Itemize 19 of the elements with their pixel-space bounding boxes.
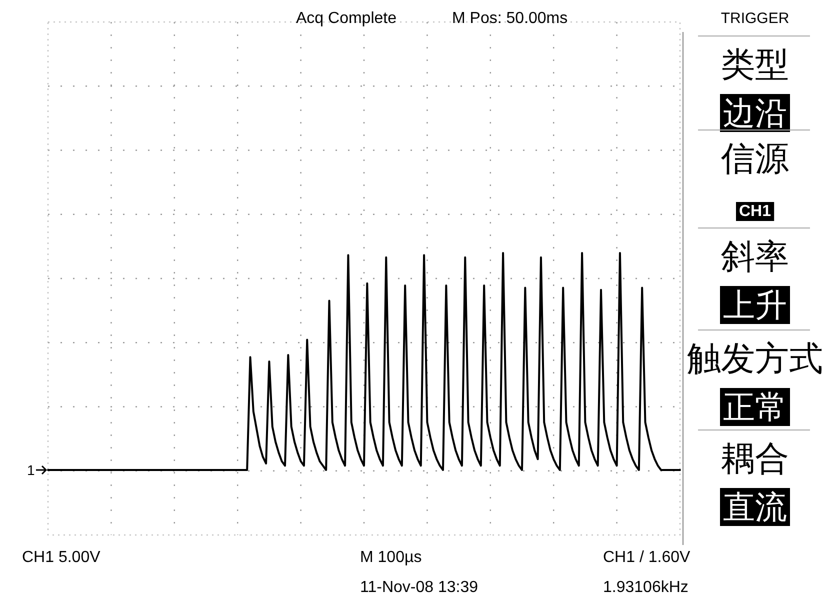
text: 耦合: [721, 440, 789, 478]
text: 边沿: [723, 95, 787, 131]
text: TRIGGER: [720, 10, 790, 27]
text: Acq Complete: [296, 10, 397, 27]
text: 斜率: [721, 238, 789, 276]
text: M Pos: 50.00ms: [452, 10, 568, 27]
text: M 100µs: [360, 549, 422, 566]
text: 正常: [723, 389, 787, 425]
text: CH1: [738, 203, 772, 220]
text: 直流: [723, 489, 787, 525]
text: 信源: [721, 140, 789, 178]
text: 11-Nov-08 13:39: [360, 579, 478, 596]
text: 触发方式: [687, 340, 823, 378]
text: CH1 / 1.60V: [603, 549, 690, 566]
text: 类型: [721, 46, 789, 84]
text: 1: [27, 462, 35, 478]
text: 1.93106kHz: [603, 579, 688, 596]
text: 上升: [723, 287, 787, 323]
text: CH1 5.00V: [22, 549, 101, 566]
